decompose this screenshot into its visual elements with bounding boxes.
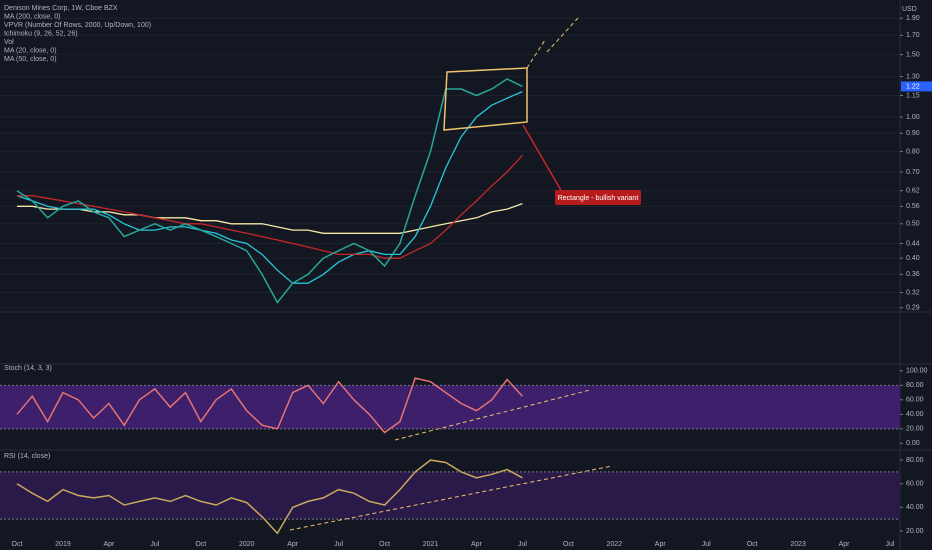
y-tick-label: 0.80 — [906, 148, 920, 155]
y-tick-label: 0.00 — [906, 440, 920, 447]
y-tick-label: 0.44 — [906, 240, 920, 247]
band — [0, 471, 900, 520]
y-tick-label: 0.62 — [906, 188, 920, 195]
unit-label: USD — [902, 6, 917, 13]
y-tick-label: 0.32 — [906, 289, 920, 296]
legend-entry: Vol — [4, 39, 14, 46]
x-tick-label: Jul — [702, 541, 711, 548]
y-tick-label: 0.40 — [906, 255, 920, 262]
y-tick-label: 0.90 — [906, 130, 920, 137]
pane-title: RSI (14, close) — [4, 453, 50, 460]
x-tick-label: Apr — [287, 541, 299, 548]
x-tick-label: Apr — [103, 541, 115, 548]
x-tick-label: 2019 — [55, 541, 71, 548]
line — [16, 459, 523, 535]
trendline — [394, 389, 591, 441]
x-tick-label: 2023 — [790, 541, 806, 548]
line — [16, 377, 523, 434]
x-tick-label: 2021 — [423, 541, 439, 548]
y-tick-label: 0.56 — [906, 203, 920, 210]
y-tick-label: 60.00 — [906, 481, 924, 488]
x-tick-label: Oct — [379, 541, 390, 548]
price-tag-label: 1.22 — [906, 83, 920, 90]
y-tick-label: 20.00 — [906, 426, 924, 433]
x-tick-label: Jul — [886, 541, 895, 548]
y-tick-label: 80.00 — [906, 382, 924, 389]
legend-entry: MA (50, close, 0) — [4, 56, 57, 63]
x-tick-label: Apr — [471, 541, 483, 548]
callout-pointer — [522, 124, 563, 193]
legend-entry: MA (20, close, 0) — [4, 47, 57, 54]
y-tick-label: 40.00 — [906, 411, 924, 418]
y-tick-label: 0.29 — [906, 305, 920, 312]
y-tick-label: 20.00 — [906, 528, 924, 535]
x-tick-label: Oct — [563, 541, 574, 548]
x-tick-label: Apr — [839, 541, 851, 548]
x-tick-label: Oct — [12, 541, 23, 548]
x-tick-label: Apr — [655, 541, 667, 548]
line — [16, 91, 523, 284]
y-tick-label: 1.70 — [906, 32, 920, 39]
pane-title: Denison Mines Corp, 1W, Cboe BZX — [4, 5, 118, 12]
legend-entry: Ichimoku (9, 26, 52, 26) — [4, 30, 78, 37]
x-tick-label: Jul — [334, 541, 343, 548]
x-tick-label: Jul — [150, 541, 159, 548]
target-arrow — [546, 17, 579, 53]
marks: 1.90 1.70 1.50 1.30 1.15 1.00 0.90 0.80 0.70 0.62… — [0, 5, 932, 548]
y-tick-label: 1.15 — [906, 92, 920, 99]
legend-entry: VPVR (Number Of Rows, 2000, Up/Down, 100… — [4, 22, 151, 29]
y-tick-label: 0.36 — [906, 271, 920, 278]
callout-text: Rectangle - bullish variant — [558, 195, 639, 202]
y-tick-label: 100.00 — [906, 368, 928, 375]
y-tick-label: 80.00 — [906, 457, 924, 464]
trendline — [289, 465, 613, 531]
x-tick-label: Oct — [195, 541, 206, 548]
x-tick-label: Jul — [518, 541, 527, 548]
y-tick-label: 60.00 — [906, 397, 924, 404]
pane-title: Stoch (14, 3, 3) — [4, 365, 52, 372]
line — [17, 154, 523, 259]
target-arrow — [526, 39, 546, 69]
y-tick-label: 1.00 — [906, 114, 920, 121]
y-tick-label: 0.50 — [906, 221, 920, 228]
y-tick-label: 1.30 — [906, 73, 920, 80]
y-tick-label: 1.50 — [906, 51, 920, 58]
x-tick-label: Oct — [747, 541, 758, 548]
legend-entry: MA (200, close, 0) — [4, 13, 60, 20]
y-tick-label: 40.00 — [906, 504, 924, 511]
callout-box — [555, 190, 641, 205]
price-tag — [901, 81, 932, 92]
y-tick-label: 1.90 — [906, 15, 920, 22]
x-tick-label: 2020 — [239, 541, 255, 548]
x-tick-label: 2022 — [607, 541, 623, 548]
y-tick-label: 0.70 — [906, 169, 920, 176]
line — [16, 78, 523, 304]
rectangle-drawing — [443, 67, 528, 131]
